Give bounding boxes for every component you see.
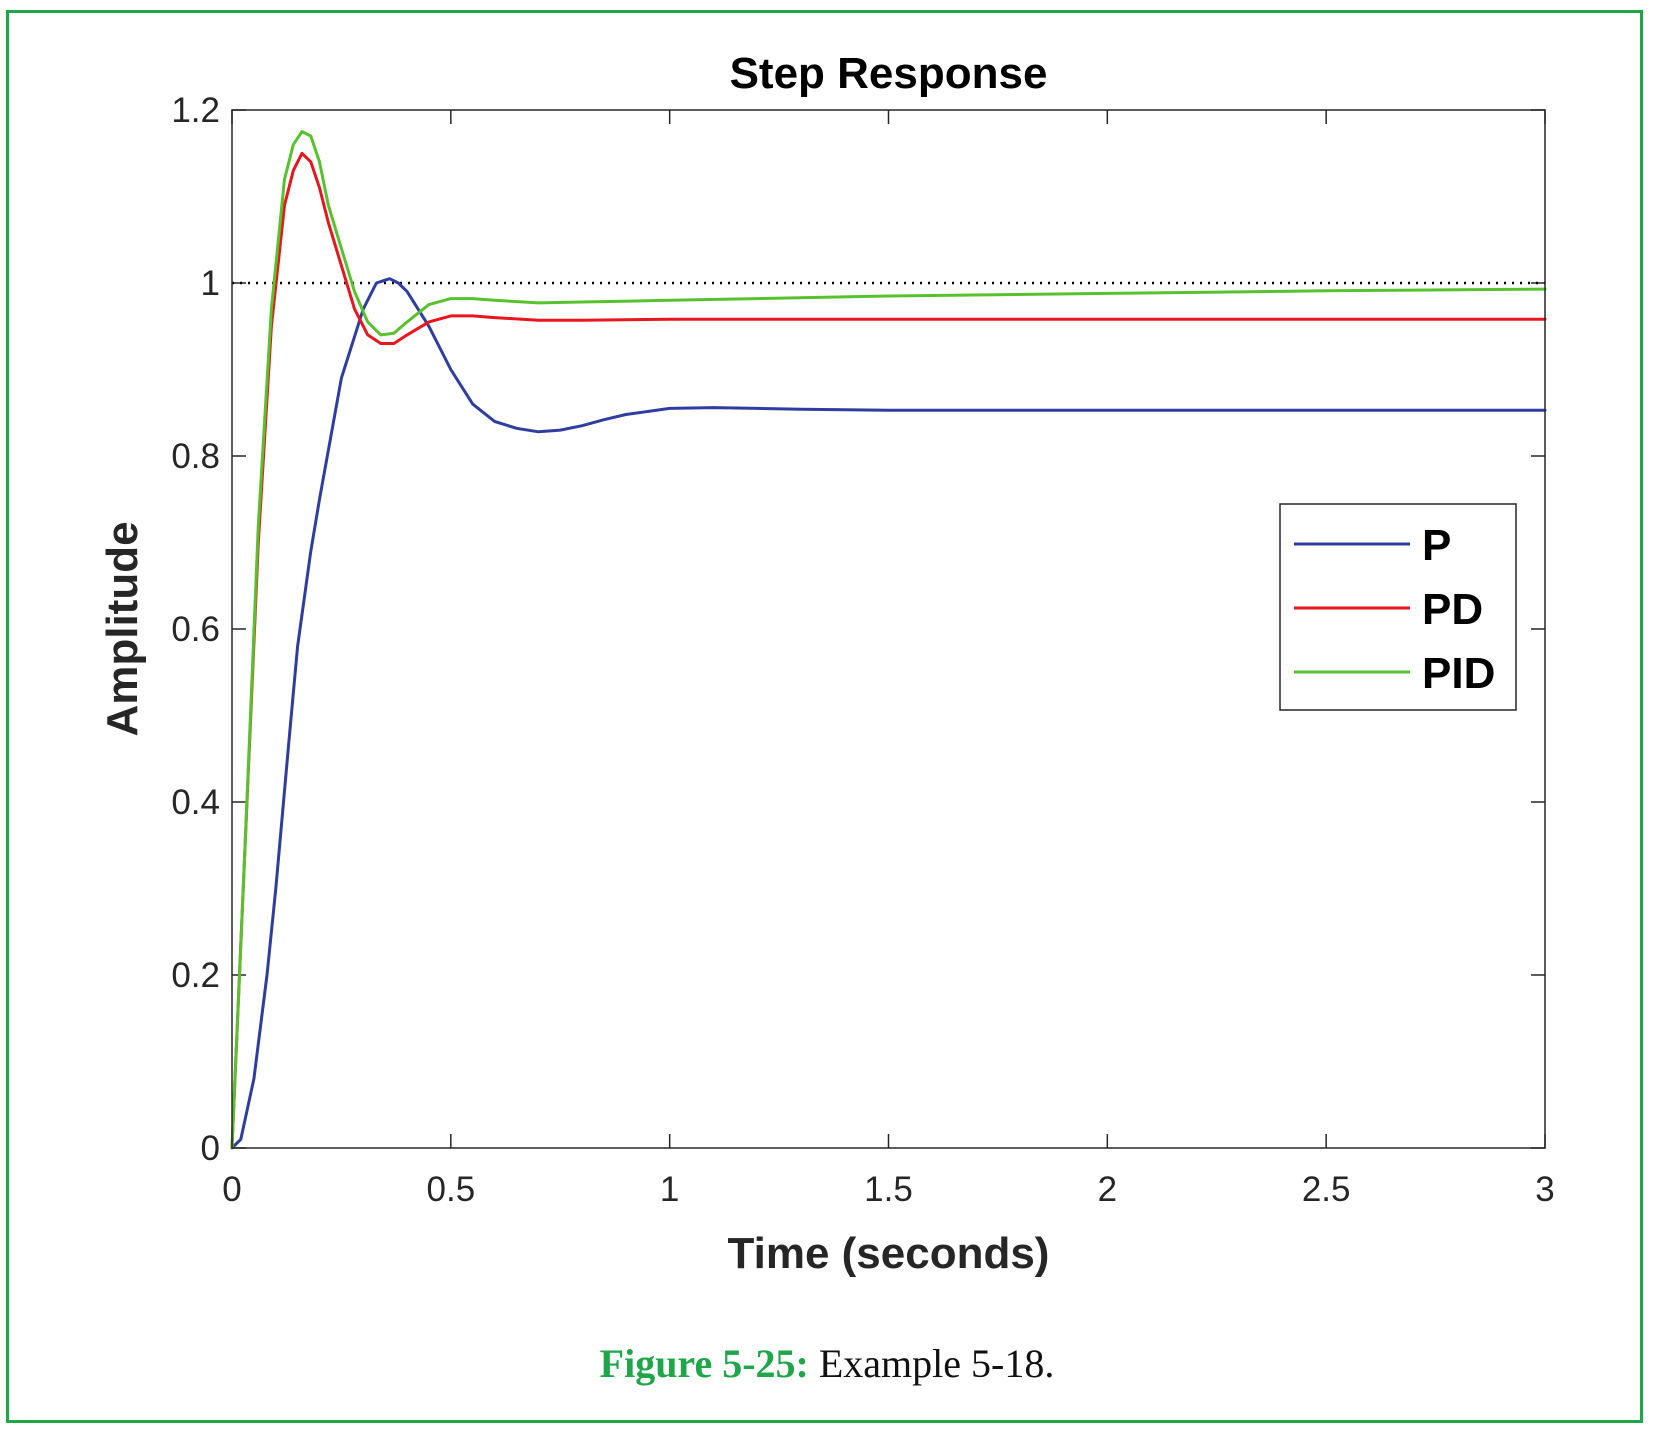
series-line-p	[230, 277, 1547, 1150]
legend-label: PD	[1422, 585, 1483, 634]
legend-label: PID	[1422, 649, 1495, 698]
y-tick-label: 0.8	[171, 437, 220, 476]
y-tick-label: 1.2	[171, 91, 220, 130]
x-tick-label: 1	[660, 1170, 679, 1209]
y-tick-label: 0	[201, 1129, 220, 1168]
axes-box	[231, 109, 1546, 1149]
series-line-pd	[230, 151, 1547, 1150]
series-line-pid	[230, 130, 1547, 1150]
figure-caption: Figure 5-25: Example 5-18.	[0, 1340, 1654, 1387]
y-tick-label: 0.2	[171, 956, 220, 995]
legend: P PD PID	[1279, 503, 1517, 711]
x-tick-label: 3	[1535, 1170, 1554, 1209]
x-tick-label: 2	[1098, 1170, 1117, 1209]
x-tick-label: 0.5	[427, 1170, 476, 1209]
y-tick-label: 0.4	[171, 783, 220, 822]
y-tick-label: 0.6	[171, 610, 220, 649]
x-tick-label: 1.5	[864, 1170, 913, 1209]
y-axis-title: Amplitude	[98, 521, 147, 736]
y-tick-label: 1	[201, 264, 220, 303]
legend-label: P	[1422, 521, 1451, 570]
chart-title: Step Response	[730, 49, 1048, 98]
x-tick-label: 2.5	[1302, 1170, 1351, 1209]
x-tick-label: 0	[222, 1170, 241, 1209]
x-axis-title: Time (seconds)	[728, 1229, 1050, 1278]
caption-label: Figure 5-25:	[599, 1341, 809, 1386]
caption-text: Example 5-18.	[818, 1341, 1055, 1386]
